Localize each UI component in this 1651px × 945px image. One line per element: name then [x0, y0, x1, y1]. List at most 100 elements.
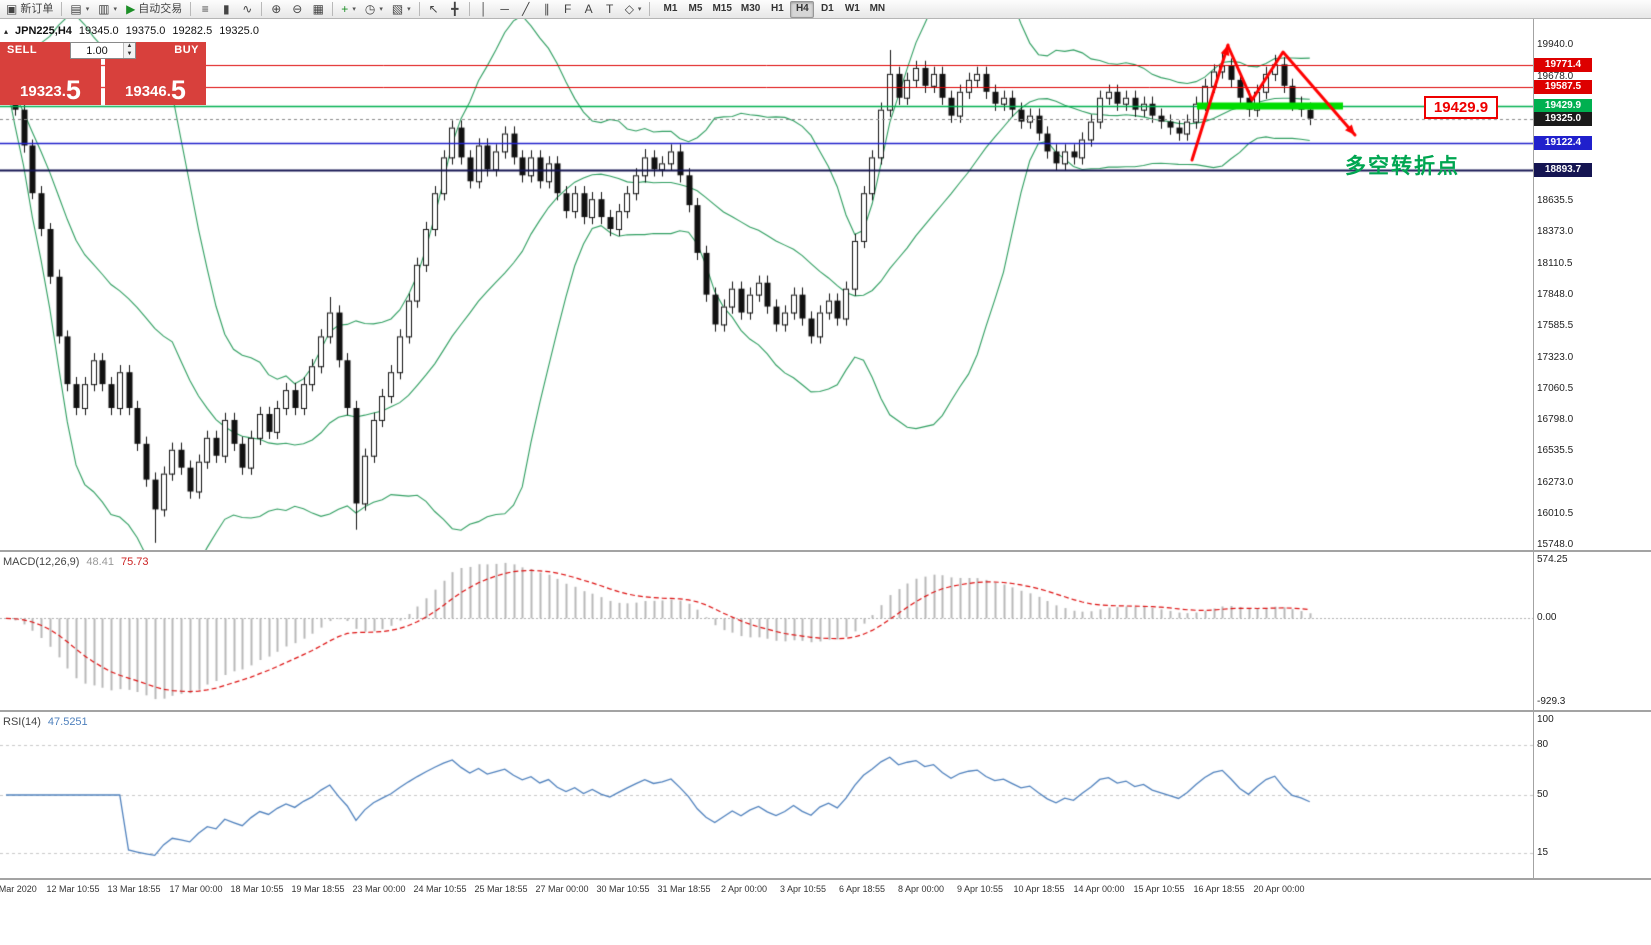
- price-annotation-box: 19429.9: [1424, 96, 1498, 119]
- crosshair-button[interactable]: ╋: [445, 1, 465, 18]
- rsi-scale-label: 50: [1537, 789, 1549, 800]
- low-value: 19282.5: [172, 25, 213, 37]
- timeframe-d1-button[interactable]: D1: [820, 3, 834, 14]
- new-order-button[interactable]: ▣ 新订单: [2, 1, 57, 18]
- zoom-out-button[interactable]: ⊖: [287, 1, 307, 18]
- price-scale-tick: 17323.0: [1537, 351, 1574, 363]
- sell-label: SELL: [7, 44, 38, 56]
- timeframe-m1-button[interactable]: M1: [663, 3, 678, 14]
- turning-point-annotation: 多空转折点: [1345, 155, 1460, 178]
- price-scale-tick: 18110.5: [1537, 257, 1573, 269]
- period-button[interactable]: ◷ ▾: [361, 1, 387, 18]
- bar-chart-button[interactable]: ≡: [195, 1, 215, 18]
- price-scale-tick: 17060.5: [1537, 382, 1574, 394]
- candlestick-chart-icon: ▮: [222, 2, 230, 16]
- template-button[interactable]: ▧ ▾: [388, 1, 415, 18]
- price-scale-tick: 16535.5: [1537, 445, 1574, 457]
- auto-trading-button-label: 自动交易: [138, 2, 183, 15]
- timeframe-h4-button[interactable]: H4: [790, 0, 815, 18]
- open-value: 19345.0: [78, 25, 119, 37]
- macd-indicator-label: MACD(12,26,9) 48.41 75.73: [3, 556, 149, 568]
- vertical-line-button[interactable]: │: [474, 1, 494, 18]
- toolbar-buttons: ▣ 新订单 ▤ ▾ ▥ ▾ ▶ 自动交易 ≡ ▮ ∿ ⊕ ⊖ ▦ + ▾ ◷ ▾ ▧ ▾ ↖ ╋ │ ─ ╱ ∥ F A T ◇ ▾: [2, 1, 653, 18]
- caret-icon: ▾: [352, 5, 356, 13]
- new-order-button-label: 新订单: [20, 2, 54, 15]
- timeframe-m15-button[interactable]: M15: [712, 3, 732, 14]
- line-chart-button[interactable]: ∿: [237, 1, 257, 18]
- time-axis: 1 Mar 2020 12 Mar 10:55 13 Mar 18:55 17 Mar…: [0, 880, 1651, 902]
- timeframe-m5-button[interactable]: M5: [688, 3, 703, 14]
- macd-scale-label: -929.3: [1537, 696, 1566, 707]
- shapes-button[interactable]: ◇ ▾: [621, 1, 646, 18]
- time-axis-label: 16 Apr 18:55: [1193, 884, 1245, 894]
- macd-signal-value: 75.73: [120, 556, 149, 568]
- shapes-icon: ◇: [624, 2, 634, 16]
- symbol-title: JPN225,H4: [15, 25, 72, 37]
- timeframe-w1-button[interactable]: W1: [844, 3, 860, 14]
- step-up-icon[interactable]: ▲: [126, 43, 133, 49]
- time-axis-label: 14 Apr 00:00: [1073, 884, 1125, 894]
- price-scale-tick: 19678.0: [1537, 70, 1574, 82]
- trendline-icon: ╱: [522, 2, 530, 16]
- price-scale-tick: 17585.5: [1537, 320, 1574, 332]
- step-down-icon[interactable]: ▼: [126, 50, 133, 57]
- time-axis-label: 25 Mar 18:55: [474, 884, 528, 894]
- time-axis-label: 6 Apr 18:55: [838, 884, 886, 894]
- one-click-trading-panel: SELL 19323.5 BUY 19346.5 ▲ ▼: [0, 42, 206, 105]
- channel-button[interactable]: ∥: [537, 1, 557, 18]
- macd-main-value: 48.41: [86, 556, 114, 568]
- time-axis-label: 2 Apr 00:00: [720, 884, 768, 894]
- rsi-scale-label: 80: [1537, 739, 1549, 751]
- buy-label: BUY: [174, 44, 199, 56]
- price-scale-tick: 16273.0: [1537, 476, 1574, 488]
- add-indicator-icon: +: [341, 2, 349, 16]
- tile-windows-icon: ▦: [312, 2, 324, 16]
- price-tag: 18893.7: [1534, 163, 1592, 178]
- time-axis-label: 17 Mar 00:00: [169, 884, 223, 894]
- timeframe-h1-button[interactable]: H1: [770, 3, 784, 14]
- toolbar-separator: [261, 2, 263, 16]
- caret-icon: ▾: [637, 5, 642, 13]
- price-scale-tick: 18373.0: [1537, 226, 1574, 238]
- time-axis-label: 8 Apr 00:00: [897, 884, 945, 894]
- zoom-in-icon: ⊕: [271, 2, 282, 16]
- sell-button[interactable]: SELL 19323.5: [0, 42, 101, 105]
- text-button[interactable]: A: [579, 1, 599, 18]
- timeframe-m30-button[interactable]: M30: [740, 3, 761, 14]
- horizontal-line-button[interactable]: ─: [495, 1, 515, 18]
- toolbar-separator: [190, 2, 192, 16]
- cursor-button[interactable]: ↖: [424, 1, 444, 18]
- volume-stepper[interactable]: ▲ ▼: [123, 43, 135, 58]
- zoom-in-button[interactable]: ⊕: [266, 1, 286, 18]
- auto-trading-button[interactable]: ▶ 自动交易: [122, 1, 186, 18]
- add-indicator-button[interactable]: + ▾: [337, 1, 360, 18]
- main-toolbar: ▣ 新订单 ▤ ▾ ▥ ▾ ▶ 自动交易 ≡ ▮ ∿ ⊕ ⊖ ▦ + ▾ ◷ ▾ ▧ ▾ ↖ ╋ │ ─ ╱ ∥ F A T ◇ ▾ M1 M…: [0, 0, 1651, 19]
- price-chart-canvas[interactable]: [0, 19, 1533, 550]
- price-tag: 19122.4: [1534, 135, 1592, 150]
- channel-icon: ∥: [543, 2, 550, 16]
- new-chart-button[interactable]: ▤ ▾: [66, 1, 93, 18]
- timeframe-mn-button[interactable]: MN: [869, 3, 886, 14]
- toolbar-separator: [61, 2, 63, 16]
- time-axis-label: 12 Mar 10:55: [46, 884, 100, 894]
- caret-icon: ▾: [379, 5, 383, 13]
- tile-windows-button[interactable]: ▦: [308, 1, 328, 18]
- time-axis-label: 15 Apr 10:55: [1133, 884, 1185, 894]
- price-scale-border: [1533, 19, 1534, 880]
- pane-separator[interactable]: [0, 550, 1651, 552]
- label-button[interactable]: T: [600, 1, 620, 18]
- time-axis-label: 18 Mar 10:55: [230, 884, 284, 894]
- macd-indicator-canvas[interactable]: [0, 552, 1533, 710]
- rsi-indicator-canvas[interactable]: [0, 712, 1533, 878]
- collapse-panel-icon[interactable]: ▴: [4, 26, 9, 36]
- volume-input[interactable]: [71, 43, 123, 58]
- trendline-button[interactable]: ╱: [516, 1, 536, 18]
- fibonacci-button[interactable]: F: [558, 1, 578, 18]
- pane-separator[interactable]: [0, 710, 1651, 712]
- candlestick-chart-button[interactable]: ▮: [216, 1, 236, 18]
- line-chart-icon: ∿: [242, 2, 253, 16]
- profiles-button[interactable]: ▥ ▾: [94, 1, 121, 18]
- toolbar-separator: [418, 2, 420, 16]
- price-scale-tick: 19940.0: [1537, 39, 1574, 51]
- price-tag: 19587.5: [1534, 80, 1592, 95]
